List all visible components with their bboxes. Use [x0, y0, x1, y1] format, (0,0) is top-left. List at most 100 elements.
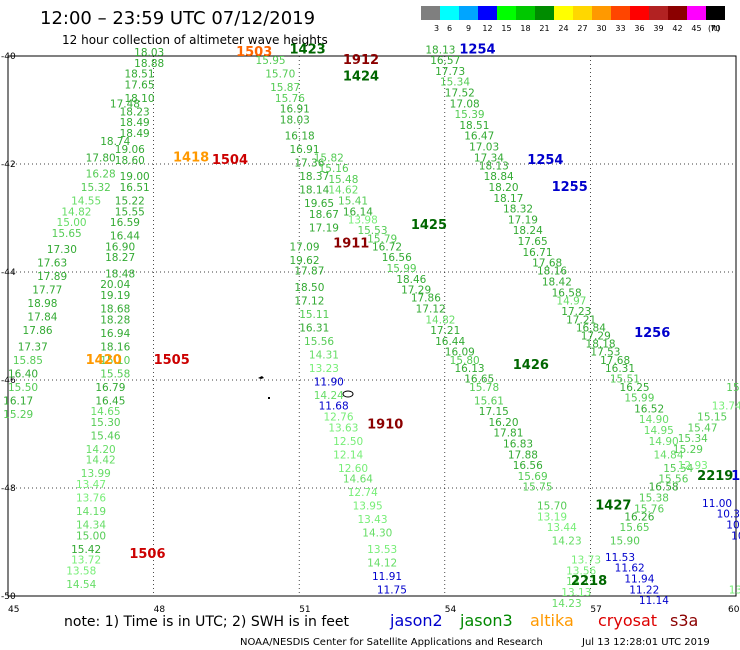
colorbar-tick-label: 30 [596, 24, 606, 33]
swh-value: 13.99 [81, 468, 111, 480]
swh-value: 17.29 [401, 285, 431, 297]
swh-value: 18.14 [299, 185, 329, 197]
swh-value: 15.69 [518, 471, 548, 483]
swh-value: 17.86 [23, 325, 53, 337]
swh-value: 18.23 [120, 106, 150, 118]
swh-value: 14.54 [66, 579, 96, 591]
swh-value: 17.19 [508, 214, 538, 226]
swh-value: 15.30 [91, 417, 121, 429]
swh-value: 17.36 [294, 158, 324, 170]
swh-value: 18.74 [100, 136, 130, 148]
swh-value: 18.20 [488, 182, 518, 194]
colorbar-swatch [459, 6, 478, 20]
swh-value: 12.76 [323, 412, 353, 424]
swh-value: 14.42 [86, 455, 116, 467]
swh-value: 17.73 [435, 66, 465, 78]
track-time-label: 2219 [697, 469, 733, 484]
swh-value: 14.34 [76, 520, 106, 532]
swh-value: 15.85 [13, 355, 43, 367]
swh-value: 16.14 [343, 206, 373, 218]
satellite-legend: jason2 jason3 altika cryosat s3a [389, 611, 698, 630]
swh-value: 17.77 [32, 285, 62, 297]
colorbar-tick-label: 12 [482, 24, 492, 33]
swh-value: 17.63 [37, 258, 67, 270]
swh-value: 16.18 [285, 131, 315, 143]
swh-value: 16.52 [634, 403, 664, 415]
swh-value: 19.00 [120, 171, 150, 183]
swh-value: 15.99 [624, 393, 654, 405]
colorbar-tick-label: 6 [447, 24, 452, 33]
swh-value: 18.67 [309, 209, 339, 221]
swh-value: 17.34 [474, 152, 504, 164]
swh-value: 11.91 [372, 571, 402, 583]
track-time-label: 2218 [571, 574, 607, 589]
colorbar-tick-label: 24 [558, 24, 568, 33]
swh-value: 17.08 [450, 98, 480, 110]
swh-value: 17.09 [289, 241, 319, 253]
swh-value: 14.23 [552, 536, 582, 548]
swh-value: 15.70 [537, 501, 567, 513]
swh-value: 18.46 [396, 274, 426, 286]
swh-value: 13.63 [328, 422, 358, 434]
track-time-label: 1425 [411, 218, 447, 233]
swh-value: 18.16 [537, 266, 567, 278]
colorbar-swatch [649, 6, 668, 20]
swh-value: 18.88 [134, 58, 164, 70]
swh-value: 15.87 [270, 82, 300, 94]
swh-value: 15.76 [634, 503, 664, 515]
latitude-label: -48 [1, 484, 16, 494]
swh-value: 15.50 [8, 382, 38, 394]
colorbar-swatch [706, 6, 725, 20]
swh-value: 16.31 [299, 322, 329, 334]
colorbar-swatch [440, 6, 459, 20]
swh-value: 17.86 [411, 293, 441, 305]
swh-value: 16.13 [455, 363, 485, 375]
swh-value: 14.82 [61, 206, 91, 218]
track-time-label: 1910 [367, 418, 403, 433]
swh-value: 18.51 [459, 120, 489, 132]
swh-value: 15.29 [3, 409, 33, 421]
swh-value: 15.00 [57, 217, 87, 229]
swh-value: 16.20 [488, 417, 518, 429]
swh-value: 15.70 [265, 69, 295, 81]
swh-value: 15.61 [474, 395, 504, 407]
swh-value: 18.16 [100, 341, 130, 353]
swh-value: 15.79 [367, 233, 397, 245]
swh-value: 11.62 [615, 563, 645, 575]
swh-value: 15.99 [387, 263, 417, 275]
track-time-label: 1503 [236, 45, 272, 60]
swh-value: 16.65 [464, 374, 494, 386]
swh-value: 13.74 [712, 401, 740, 413]
swh-value: 16.17 [3, 395, 33, 407]
satellite-legend-jason3: jason3 [459, 611, 513, 630]
swh-value: 15.22 [115, 196, 145, 208]
swh-value: 18.13 [425, 44, 455, 56]
swh-value: 16.56 [382, 252, 412, 264]
swh-value: 15.51 [610, 374, 640, 386]
swh-value: 16.79 [95, 382, 125, 394]
swh-value: 14.19 [76, 506, 106, 518]
colorbar-tick-label: 27 [577, 24, 587, 33]
swh-value: 15.00 [76, 530, 106, 542]
track-time-label: 1423 [289, 42, 325, 57]
swh-value: 14.90 [649, 436, 679, 448]
swh-value: 19.62 [289, 255, 319, 267]
swh-value: 12.60 [338, 463, 368, 475]
track-time-label: 1420 [86, 353, 122, 368]
colorbar-tick-label: 39 [653, 24, 663, 33]
swh-value: 16.58 [552, 287, 582, 299]
colorbar-swatch [554, 6, 573, 20]
swh-value: 13.72 [71, 555, 101, 567]
swh-value: 16.91 [280, 104, 310, 116]
colorbar-swatch [592, 6, 611, 20]
swh-value: 17.68 [532, 258, 562, 270]
colorbar-swatch [668, 6, 687, 20]
swh-value: 17.48 [110, 98, 140, 110]
legend-note: note: 1) Time is in UTC; 2) SWH is in fe… [64, 614, 350, 630]
swh-value: 15.55 [115, 206, 145, 218]
swh-value: 15.75 [522, 482, 552, 494]
colorbar-tick-label: 36 [634, 24, 644, 33]
swh-value: 16.25 [620, 382, 650, 394]
track-time-label: 1424 [343, 69, 379, 84]
swh-value: 19.19 [100, 290, 130, 302]
